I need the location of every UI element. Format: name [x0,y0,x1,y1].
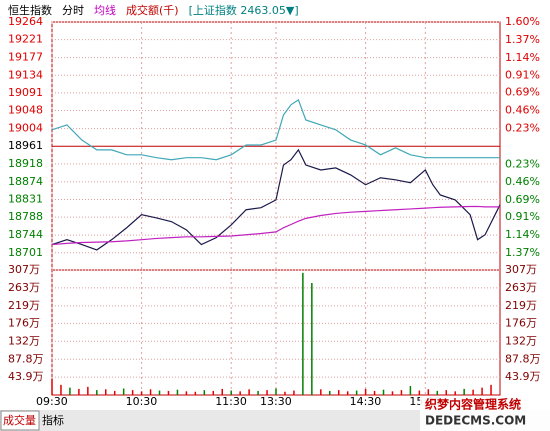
y-tick-label: 18788 [8,210,43,223]
overlay-label: [上证指数 2463.05▼] [189,3,299,17]
header-label: 分时 [62,4,84,17]
y2-tick-label: 263万 [505,281,537,294]
y2-tick-label: 87.8万 [505,352,541,365]
y2-tick-label: 0.69% [505,193,540,206]
header-label: 成交额(千) [126,3,179,17]
y2-tick-label: 1.37% [505,33,540,46]
y2-tick-label: 132万 [505,334,537,347]
y-tick-label: 18831 [8,192,43,205]
y2-tick-label: 0.91% [505,69,540,82]
tab-bar [0,410,550,431]
y-tick-label: 43.9万 [8,370,44,383]
x-tick-label: 09:30 [36,395,68,408]
y-tick-label: 219万 [8,299,40,312]
x-tick-label: 11:30 [215,395,247,408]
y2-tick-label: 0.46% [505,175,540,188]
y-tick-label: 87.8万 [8,352,44,365]
tab-active[interactable] [0,410,40,431]
y-tick-label: 307万 [8,263,40,276]
y-tick-label: 18961 [8,139,43,152]
y-tick-label: 19004 [8,122,43,135]
y2-tick-label: 219万 [505,299,537,312]
y-tick-label: 18744 [8,228,43,241]
y-tick-label: 176万 [8,316,40,329]
x-tick-label: 14:30 [350,395,382,408]
y-tick-label: 19221 [8,33,43,46]
y2-tick-label: 1.14% [505,228,540,241]
y-tick-label: 18918 [8,157,43,170]
watermark: DEDECMS.COM [425,414,526,428]
y2-tick-label: 1.14% [505,51,540,64]
y2-tick-label: 0.23% [505,122,540,135]
y-tick-label: 19091 [8,86,43,99]
tab[interactable]: 指标 [42,413,64,427]
y2-tick-label: 176万 [505,316,537,329]
tab[interactable]: 成交量 [3,413,36,427]
y-tick-label: 132万 [8,334,40,347]
y2-tick-label: 1.60% [505,15,540,28]
series-line [51,148,501,251]
y2-tick-label: 43.9万 [505,370,541,383]
y-tick-label: 19134 [8,68,43,81]
x-tick-label: 13:30 [260,395,292,408]
y-tick-label: 18874 [8,175,43,188]
y2-tick-label: 307万 [505,263,537,276]
y2-tick-label: 1.37% [505,246,540,259]
y-tick-label: 18701 [8,246,43,259]
y2-tick-label: 0.23% [505,157,540,170]
y2-tick-label: 0.91% [505,210,540,223]
y-tick-label: 19048 [8,104,43,117]
header-label: 均线 [94,3,116,17]
x-tick-label: 10:30 [126,395,158,408]
y-tick-label: 19177 [8,51,43,64]
watermark: 织梦内容管理系统 [425,397,521,412]
y-tick-label: 263万 [8,281,40,294]
series-line [51,98,500,161]
watermark-box [420,396,550,431]
y-tick-label: 19264 [8,15,43,28]
series-line [51,205,500,246]
header-label: 恒生指数 [8,3,52,17]
y2-tick-label: 0.69% [505,86,540,99]
y2-tick-label: 0.46% [505,104,540,117]
